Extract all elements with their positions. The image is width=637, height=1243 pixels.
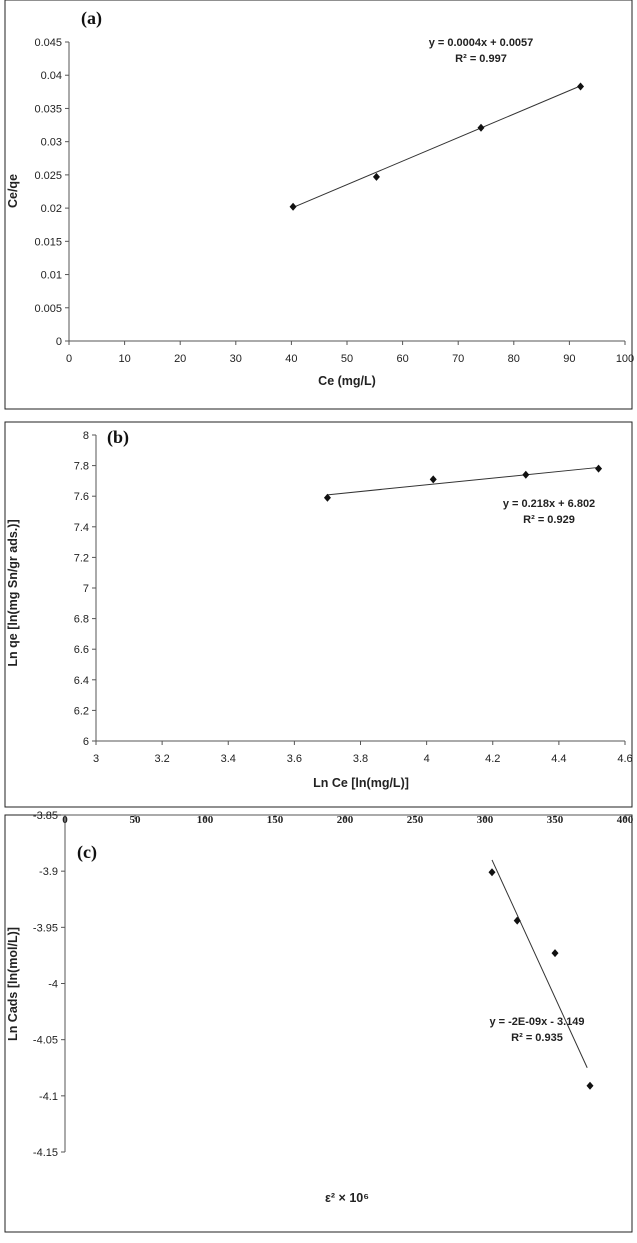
x-tick-label: 70: [452, 353, 464, 365]
y-tick-label: 7.2: [74, 552, 89, 564]
trendline: [491, 859, 588, 1068]
y-tick-label: 6: [83, 736, 89, 748]
panel-label: (a): [81, 8, 102, 29]
y-axis-title: Ln qe [ln(mg Sn/gr ads.)]: [6, 519, 20, 666]
y-tick-label: 6.6: [74, 644, 89, 656]
y-tick-label: 8: [83, 430, 89, 442]
x-tick-label: 50: [130, 814, 142, 826]
y-tick-label: 6.4: [74, 675, 89, 687]
y-tick-label: -3.95: [33, 922, 58, 934]
trendline: [327, 466, 599, 496]
y-tick-label: 0.045: [34, 37, 62, 49]
trendline-equation: y = -2E-09x - 3.149: [489, 1016, 584, 1028]
x-tick-label: 100: [616, 353, 634, 365]
chart-b: 3 3.2 3.4 3.6 3.8 4 4.2 4.4 4.6 6 6.2 6.4 6.6 6.8 7 7.2…: [4, 421, 633, 808]
chart-frame: [4, 0, 633, 410]
x-tick-label: 30: [230, 353, 242, 365]
x-tick-label: 350: [547, 814, 564, 826]
y-tick-label: -3.85: [33, 810, 58, 822]
y-tick-label: -4: [48, 979, 58, 991]
x-tick-label: 40: [285, 353, 297, 365]
x-tick-label: 0: [66, 353, 72, 365]
trendline: [292, 85, 581, 208]
panel-label: (b): [107, 427, 129, 448]
r-squared-label: R² = 0.935: [511, 1032, 563, 1044]
y-tick-label: 0.01: [41, 270, 62, 282]
data-point: [477, 123, 485, 132]
y-tick-label: 6.8: [74, 614, 89, 626]
x-tick-label: 300: [477, 814, 494, 826]
x-tick-label: 3.6: [287, 753, 302, 765]
y-tick-label: 7.8: [74, 461, 89, 473]
y-axis-title: Ln Cads [ln(mol/L)]: [6, 927, 20, 1041]
x-tick-label: 3: [93, 753, 99, 765]
x-tick-label: 400: [617, 814, 634, 826]
y-tick-label: 7: [83, 583, 89, 595]
y-tick-label: 0.03: [41, 137, 62, 149]
y-tick-label: 0.005: [34, 303, 62, 315]
y-tick-label: 6.2: [74, 705, 89, 717]
x-tick-label: 50: [341, 353, 353, 365]
x-tick-label: 80: [508, 353, 520, 365]
data-point: [289, 202, 297, 211]
chart-a: 0 10 20 30 40 50 60 70 80 90 100 0 0.005 0.01 0.015 0.0…: [4, 0, 634, 410]
x-tick-label: 10: [118, 353, 130, 365]
x-tick-label: 0: [62, 814, 68, 826]
y-tick-label: 0.015: [34, 236, 62, 248]
data-point: [488, 868, 496, 877]
x-tick-label: 20: [174, 353, 186, 365]
x-axis-title: ε² × 10⁶: [325, 1191, 369, 1205]
y-tick-label: -3.9: [39, 866, 58, 878]
data-point: [577, 82, 585, 91]
x-tick-label: 4: [424, 753, 430, 765]
data-point: [522, 470, 530, 479]
y-tick-label: 0.025: [34, 170, 62, 182]
x-tick-label: 150: [267, 814, 284, 826]
y-tick-label: 0.035: [34, 103, 62, 115]
y-tick-label: 0.04: [41, 70, 62, 82]
r-squared-label: R² = 0.929: [523, 514, 575, 526]
x-tick-label: 4.6: [617, 753, 632, 765]
y-axis-title: Ce/qe: [6, 174, 20, 208]
data-point: [372, 172, 380, 181]
x-tick-label: 100: [197, 814, 214, 826]
r-squared-label: R² = 0.997: [455, 53, 507, 65]
x-axis-title: Ce (mg/L): [318, 374, 376, 388]
x-tick-label: 4.2: [485, 753, 500, 765]
chart-c: 0 50 100 150 200 250 300 350 400 -3.85 -3.9 -3.95 -4…: [4, 810, 634, 1233]
data-point: [551, 949, 559, 958]
data-point: [586, 1081, 594, 1090]
y-tick-label: -4.05: [33, 1035, 58, 1047]
x-axis-title: Ln Ce [ln(mg/L)]: [313, 776, 409, 790]
data-point: [323, 493, 331, 502]
data-point: [595, 464, 603, 473]
chart-frame: [4, 421, 633, 808]
x-tick-label: 250: [407, 814, 424, 826]
data-point: [429, 475, 437, 484]
x-tick-label: 3.8: [353, 753, 368, 765]
x-tick-label: 3.4: [221, 753, 236, 765]
y-tick-label: -4.1: [39, 1091, 58, 1103]
x-tick-label: 60: [396, 353, 408, 365]
x-tick-label: 3.2: [154, 753, 169, 765]
x-tick-label: 90: [563, 353, 575, 365]
y-tick-label: 0.02: [41, 203, 62, 215]
y-tick-label: -4.15: [33, 1147, 58, 1159]
y-tick-label: 7.4: [74, 522, 89, 534]
y-tick-label: 0: [56, 336, 62, 348]
x-tick-label: 200: [337, 814, 354, 826]
data-point: [513, 916, 521, 925]
y-tick-label: 7.6: [74, 491, 89, 503]
trendline-equation: y = 0.0004x + 0.0057: [429, 37, 534, 49]
x-tick-label: 4.4: [551, 753, 566, 765]
trendline-equation: y = 0.218x + 6.802: [503, 498, 595, 510]
panel-label: (c): [77, 842, 97, 863]
